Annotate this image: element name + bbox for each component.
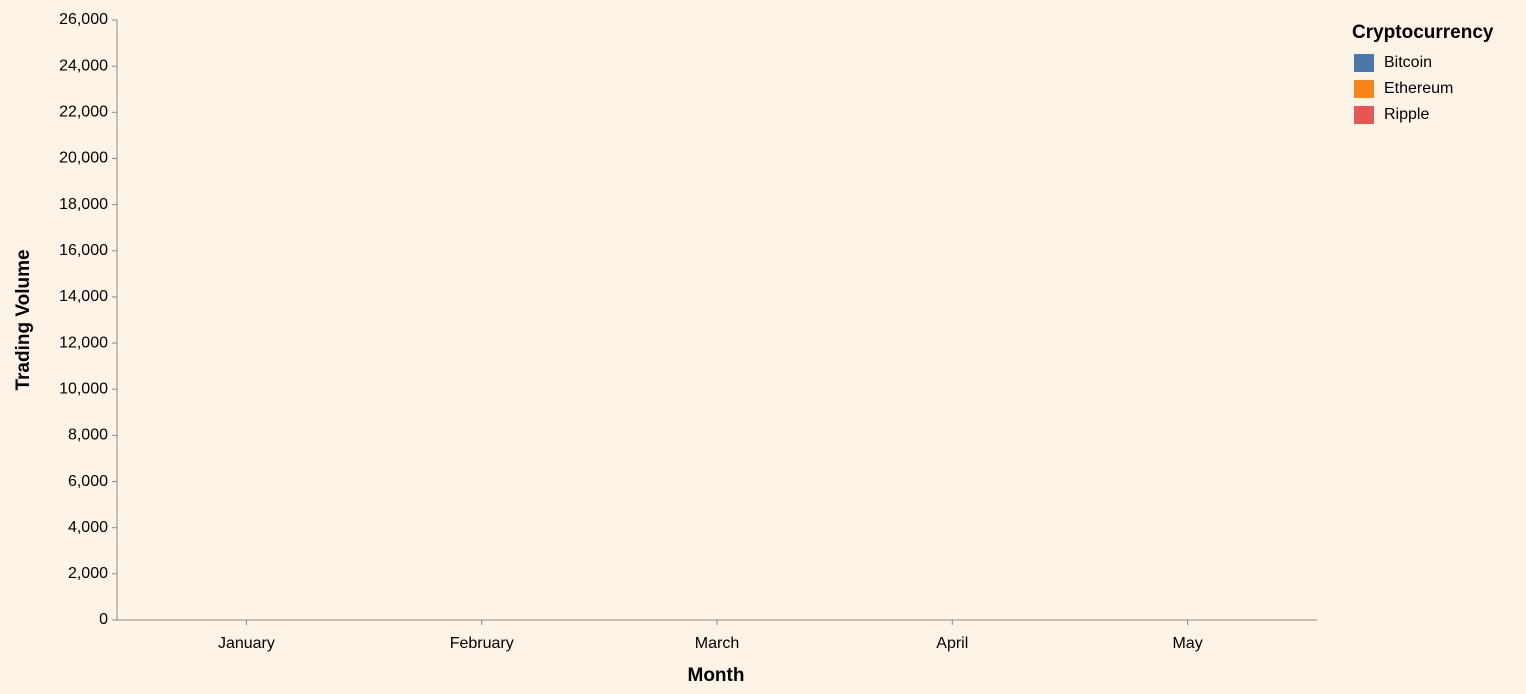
x-tick-label: February [450,635,514,652]
legend-swatch [1354,80,1374,98]
y-axis-title: Trading Volume [13,249,34,390]
y-tick-label: 12,000 [59,334,108,351]
x-tick-label: March [695,635,739,652]
legend-swatch [1354,54,1374,72]
y-tick-label: 22,000 [59,104,108,121]
x-tick-label: April [936,635,968,652]
y-tick-label: 4,000 [68,519,108,536]
y-tick-label: 24,000 [59,57,108,74]
y-tick-label: 26,000 [59,11,108,28]
y-tick-label: 18,000 [59,196,108,213]
x-tick-label: January [218,635,275,652]
legend-title: Cryptocurrency [1352,22,1494,43]
legend-label: Ethereum [1384,80,1453,97]
legend-swatch [1354,106,1374,124]
y-tick-label: 14,000 [59,288,108,305]
y-tick-label: 16,000 [59,242,108,259]
y-tick-label: 20,000 [59,150,108,167]
y-tick-label: 10,000 [59,380,108,397]
legend-label: Ripple [1384,106,1429,123]
y-tick-label: 6,000 [68,473,108,490]
y-tick-label: 8,000 [68,427,108,444]
y-tick-label: 0 [99,611,108,628]
x-axis-title: Month [688,665,745,686]
legend-label: Bitcoin [1384,54,1432,71]
x-tick-label: May [1172,635,1202,652]
y-tick-label: 2,000 [68,565,108,582]
